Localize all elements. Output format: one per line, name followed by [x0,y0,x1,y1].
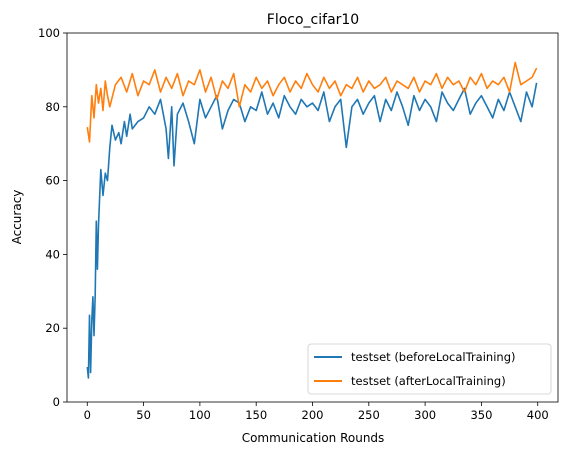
y-axis-label: Accuracy [10,190,24,245]
x-axis-label: Communication Rounds [242,431,385,445]
y-axis: 0 20 40 60 80 100 [38,26,67,409]
y-tick-label: 40 [45,247,60,261]
series-line-after [86,61,538,143]
legend-box [307,343,552,395]
legend-label-after: testset (afterLocalTraining) [351,374,506,388]
x-axis: 0 50 100 150 200 250 300 350 400 [84,402,549,422]
x-tick-label: 350 [470,408,492,422]
x-tick-label: 400 [527,408,549,422]
x-tick-label: 50 [136,408,151,422]
chart-title: Floco_cifar10 [267,12,359,28]
legend-label-before: testset (beforeLocalTraining) [351,350,515,364]
y-tick-label: 100 [38,26,60,40]
x-tick-label: 150 [245,408,267,422]
y-tick-label: 0 [53,395,60,409]
y-tick-label: 20 [45,321,60,335]
series-line-before [86,82,538,379]
x-tick-label: 200 [302,408,324,422]
x-tick-label: 250 [358,408,380,422]
x-tick-label: 300 [414,408,436,422]
y-tick-label: 60 [45,174,60,188]
legend: testset (beforeLocalTraining) testset (a… [307,343,552,395]
y-tick-label: 80 [45,100,60,114]
series-layer [86,61,538,379]
x-tick-label: 100 [189,408,211,422]
x-tick-label: 0 [84,408,91,422]
